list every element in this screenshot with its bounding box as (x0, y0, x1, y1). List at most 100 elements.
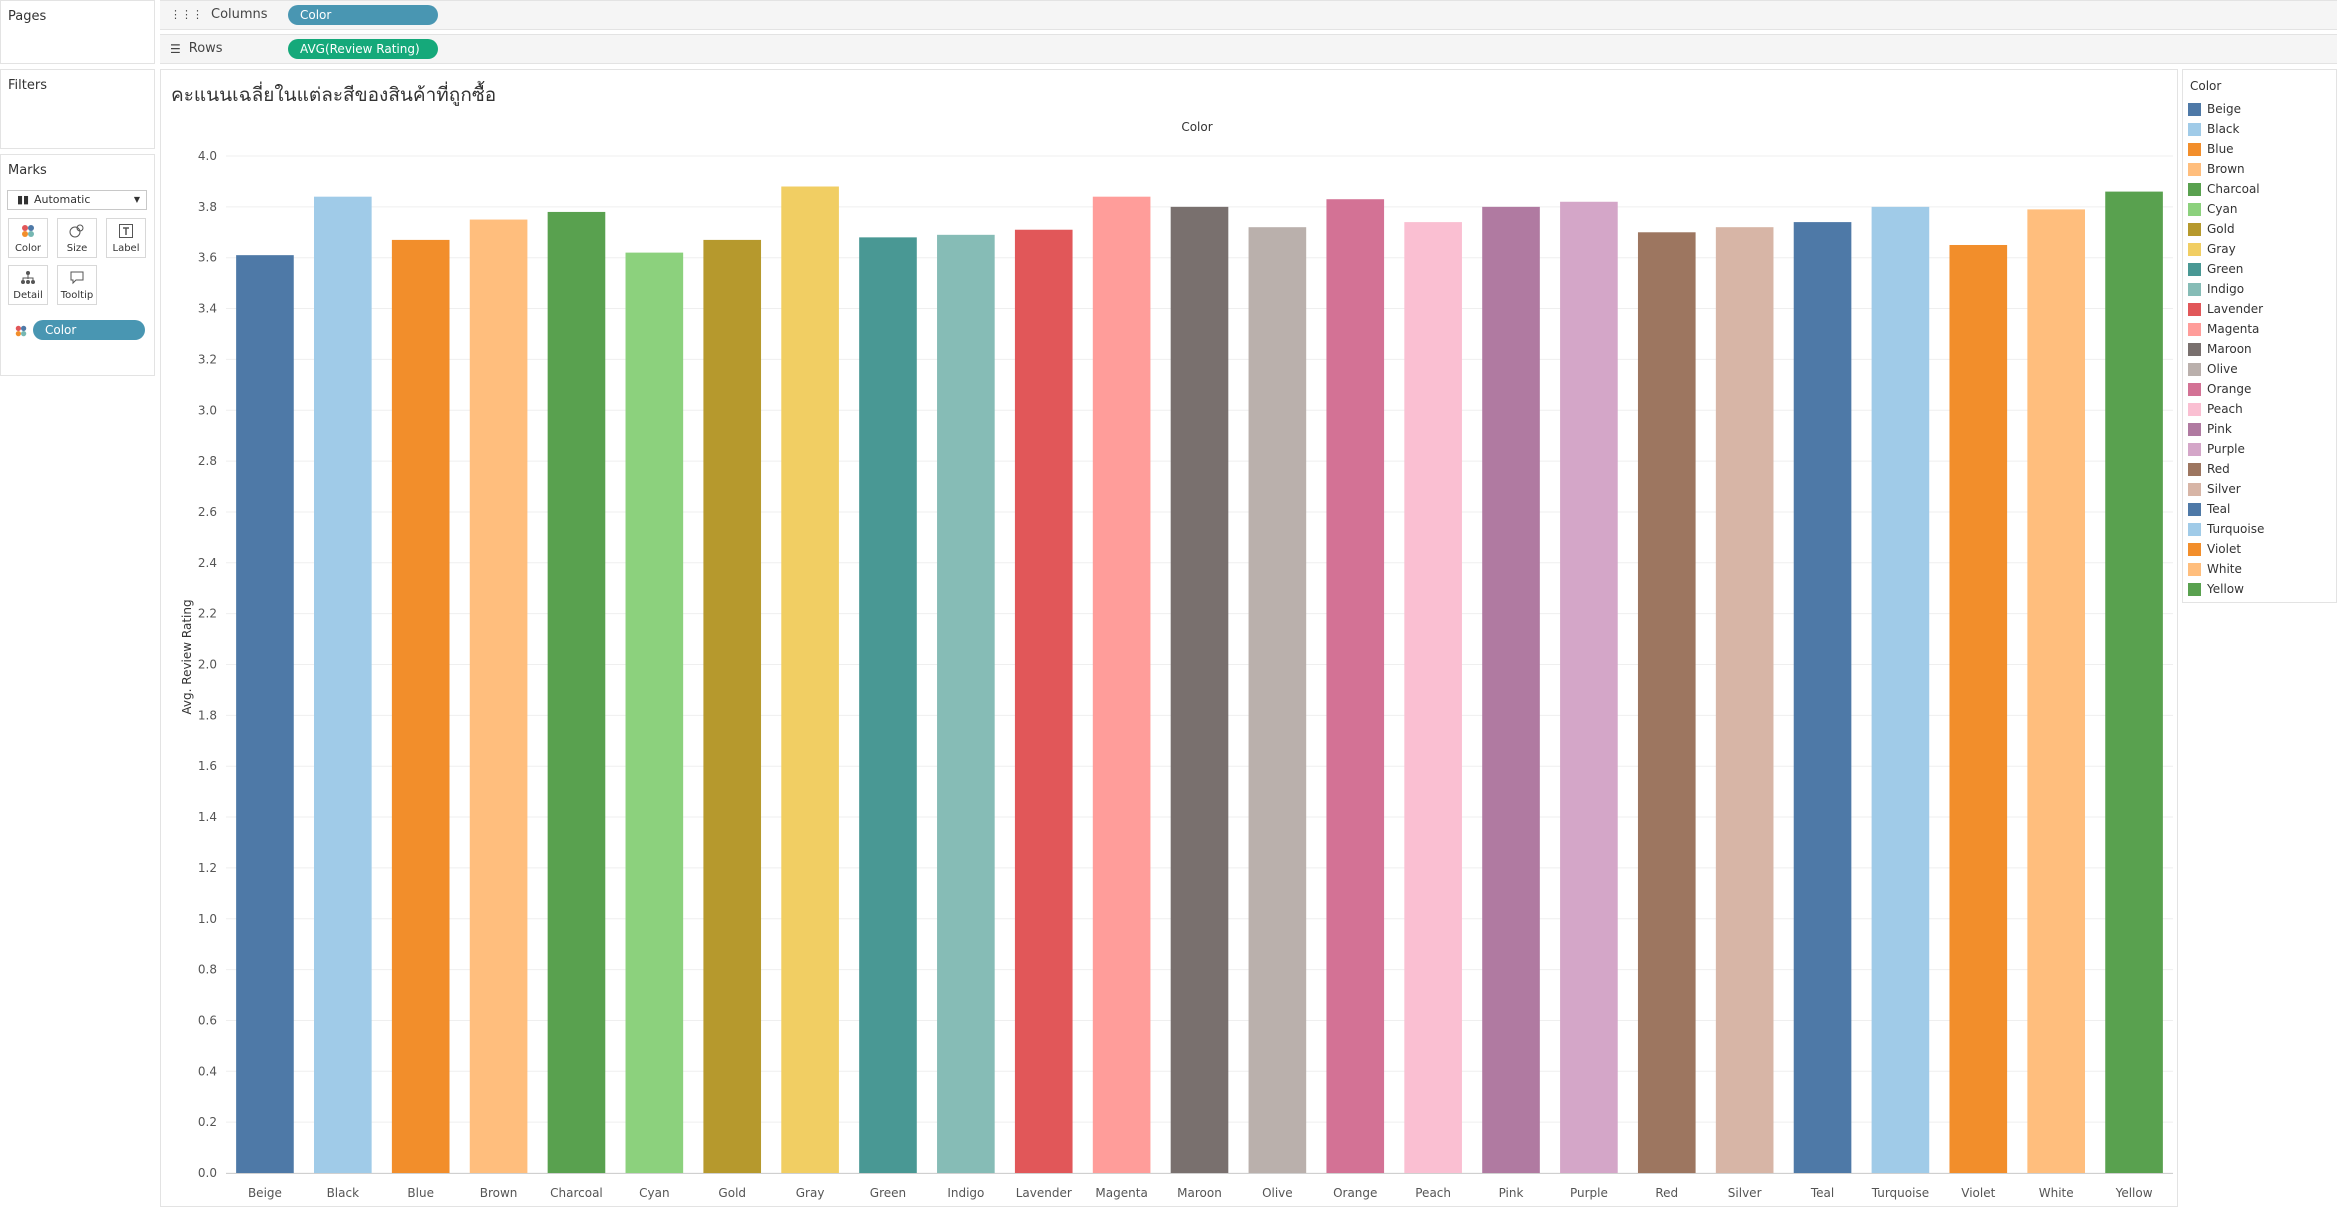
filters-panel[interactable]: Filters (0, 69, 155, 149)
legend-swatch (2188, 582, 2201, 596)
legend-label: Magenta (2207, 322, 2260, 336)
legend-item-purple[interactable]: Purple (2188, 439, 2245, 459)
color-dots-icon (9, 223, 47, 243)
legend-label: Green (2207, 262, 2244, 276)
legend-label: Lavender (2207, 302, 2264, 316)
marks-size-label: Size (66, 243, 88, 254)
marks-tooltip-button[interactable]: Tooltip (57, 265, 97, 305)
legend-swatch (2188, 462, 2201, 476)
columns-shelf-label: ⋮⋮⋮ Columns (170, 7, 268, 22)
marks-label-button[interactable]: Label (106, 218, 146, 258)
rows-pill[interactable]: AVG(Review Rating) (288, 39, 438, 59)
legend-item-cyan[interactable]: Cyan (2188, 199, 2237, 219)
rows-shelf[interactable]: ☰ Rows AVG(Review Rating) (160, 34, 2337, 64)
legend-item-pink[interactable]: Pink (2188, 419, 2232, 439)
legend-item-violet[interactable]: Violet (2188, 539, 2241, 559)
legend-item-turquoise[interactable]: Turquoise (2188, 519, 2264, 539)
legend-swatch (2188, 382, 2201, 396)
columns-shelf[interactable]: ⋮⋮⋮ Columns Color (160, 0, 2337, 30)
legend-label: Red (2207, 462, 2230, 476)
mark-type-label: Automatic (34, 193, 91, 206)
legend-item-green[interactable]: Green (2188, 259, 2243, 279)
legend-label: Cyan (2207, 202, 2238, 216)
legend-item-black[interactable]: Black (2188, 119, 2239, 139)
legend-swatch (2188, 202, 2201, 216)
legend-label: Brown (2207, 162, 2245, 176)
legend-label: Orange (2207, 382, 2252, 396)
legend-label: Olive (2207, 362, 2238, 376)
rows-icon: ☰ (170, 41, 181, 56)
size-icon (58, 223, 96, 243)
marks-detail-label: Detail (13, 290, 43, 301)
legend-item-brown[interactable]: Brown (2188, 159, 2245, 179)
legend-swatch (2188, 302, 2201, 316)
marks-tooltip-label: Tooltip (60, 290, 94, 301)
legend-swatch (2188, 322, 2201, 336)
legend-item-indigo[interactable]: Indigo (2188, 279, 2244, 299)
legend-swatch (2188, 422, 2201, 436)
legend-item-peach[interactable]: Peach (2188, 399, 2243, 419)
legend-item-red[interactable]: Red (2188, 459, 2230, 479)
legend-label: Violet (2207, 542, 2242, 556)
legend-label: Maroon (2207, 342, 2252, 356)
rows-shelf-label: ☰ Rows (170, 41, 223, 56)
text-label-icon (107, 223, 145, 243)
marks-title: Marks (8, 163, 47, 178)
legend-label: Silver (2207, 482, 2241, 496)
legend-label: Blue (2207, 142, 2234, 156)
legend-swatch (2188, 162, 2201, 176)
pages-panel: Pages (0, 0, 155, 64)
legend-panel: Color (2182, 69, 2337, 603)
legend-swatch (2188, 482, 2201, 496)
legend-label: Gray (2207, 242, 2236, 256)
legend-item-maroon[interactable]: Maroon (2188, 339, 2252, 359)
legend-item-blue[interactable]: Blue (2188, 139, 2234, 159)
legend-item-lavender[interactable]: Lavender (2188, 299, 2263, 319)
legend-item-charcoal[interactable]: Charcoal (2188, 179, 2260, 199)
legend-item-gray[interactable]: Gray (2188, 239, 2236, 259)
legend-swatch (2188, 102, 2201, 116)
legend-label: Purple (2207, 442, 2245, 456)
legend-label: Turquoise (2207, 522, 2265, 536)
legend-swatch (2188, 242, 2201, 256)
bar-chart-icon: ▮▮ (17, 193, 30, 206)
legend-label: Peach (2207, 402, 2243, 416)
legend-swatch (2188, 522, 2201, 536)
legend-item-white[interactable]: White (2188, 559, 2242, 579)
legend-title: Color (2190, 79, 2222, 93)
legend-label: Teal (2207, 502, 2231, 516)
legend-label: Yellow (2207, 582, 2244, 596)
legend-swatch (2188, 142, 2201, 156)
legend-swatch (2188, 542, 2201, 556)
legend-swatch (2188, 402, 2201, 416)
legend-item-yellow[interactable]: Yellow (2188, 579, 2244, 599)
legend-item-orange[interactable]: Orange (2188, 379, 2251, 399)
chevron-down-icon: ▼ (133, 195, 140, 204)
marks-color-button[interactable]: Color (8, 218, 48, 258)
detail-icon (9, 270, 47, 290)
legend-item-magenta[interactable]: Magenta (2188, 319, 2259, 339)
rows-label: Rows (188, 41, 223, 56)
legend-label: Indigo (2207, 282, 2245, 296)
pages-title: Pages (8, 9, 47, 24)
legend-item-gold[interactable]: Gold (2188, 219, 2235, 239)
legend-item-beige[interactable]: Beige (2188, 99, 2241, 119)
legend-item-silver[interactable]: Silver (2188, 479, 2241, 499)
legend-swatch (2188, 222, 2201, 236)
marks-size-button[interactable]: Size (57, 218, 97, 258)
marks-label-label: Label (112, 243, 140, 254)
mark-type-dropdown[interactable]: ▮▮ Automatic ▼ (7, 190, 147, 210)
legend-item-olive[interactable]: Olive (2188, 359, 2238, 379)
columns-pill[interactable]: Color (288, 5, 438, 25)
legend-swatch (2188, 122, 2201, 136)
legend-label: Beige (2207, 102, 2241, 116)
columns-icon: ⋮⋮⋮ (170, 8, 203, 21)
marks-detail-button[interactable]: Detail (8, 265, 48, 305)
legend-swatch (2188, 342, 2201, 356)
legend-swatch (2188, 502, 2201, 516)
legend-item-teal[interactable]: Teal (2188, 499, 2230, 519)
legend-label: Charcoal (2207, 182, 2260, 196)
marks-color-pill[interactable]: Color (33, 320, 145, 340)
marks-color-label: Color (14, 243, 42, 254)
marks-color-field[interactable]: Color (12, 320, 145, 340)
